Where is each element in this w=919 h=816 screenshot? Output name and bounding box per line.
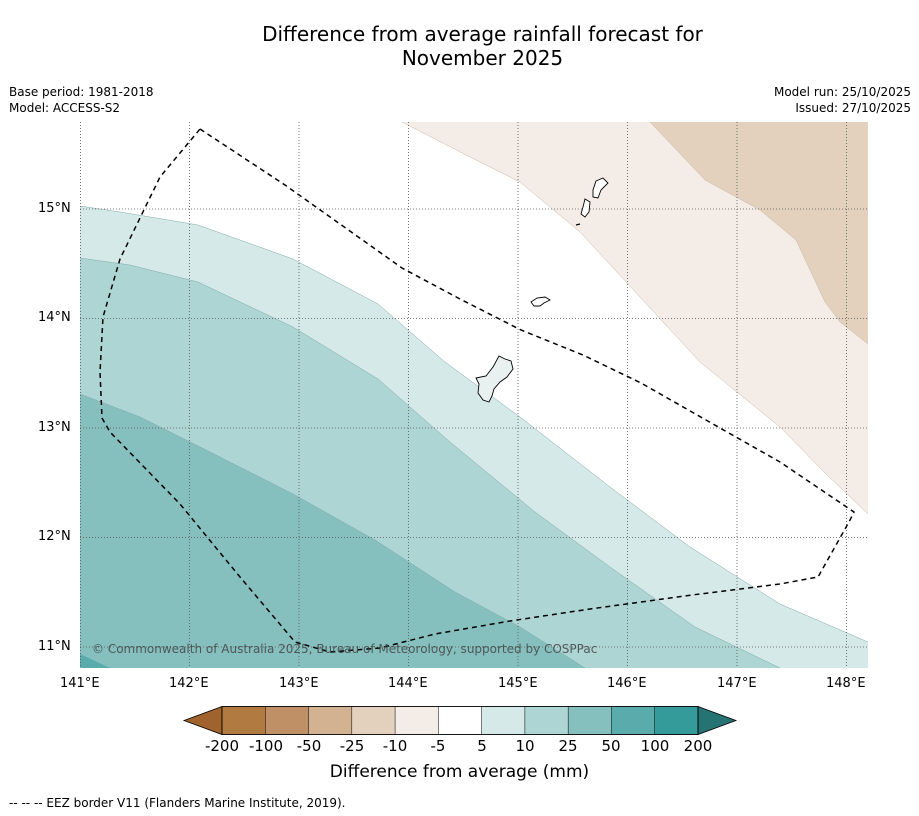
colorbar-cell (221, 706, 266, 735)
contour-edge-10 (80, 257, 781, 668)
map-canvas: © Commonwealth of Australia 2025, Bureau… (80, 122, 868, 668)
colorbar-tick-label: -50 (296, 737, 322, 755)
info-left: Base period: 1981-2018 Model: ACCESS-S2 (9, 84, 154, 116)
lon-tick-label: 147°E (717, 676, 757, 691)
contour-50-to-100 (80, 654, 110, 668)
copyright-text: © Commonwealth of Australia 2025, Bureau… (92, 642, 597, 656)
lon-tick-label: 144°E (388, 676, 428, 691)
colorbar-cell (438, 706, 483, 735)
lat-tick-label: 11°N (38, 639, 71, 654)
colorbar-tick-label: -200 (204, 737, 240, 755)
colorbar-unit-label: Difference from average (mm) (329, 762, 590, 782)
lat-tick-label: 15°N (38, 201, 71, 216)
longitude-gridlines (80, 122, 847, 668)
lon-tick-label: 141°E (60, 676, 100, 691)
colorbar-tick-label: 100 (640, 737, 670, 755)
contour-edge-5 (80, 205, 868, 643)
title-line-1: Difference from average rainfall forecas… (262, 22, 703, 46)
colorbar-tick-label: 25 (558, 737, 578, 755)
colorbar-tick-label: 5 (477, 737, 487, 755)
colorbar-cell (611, 706, 656, 735)
rota-island (530, 296, 551, 307)
map-title: Difference from average rainfall forecas… (0, 22, 919, 70)
colorbar-tick-label: -10 (382, 737, 408, 755)
colorbar-cell (481, 706, 526, 735)
lat-tick-label: 14°N (38, 310, 71, 325)
colorbar (182, 706, 738, 736)
lat-tick-label: 13°N (38, 420, 71, 435)
colorbar-extend-high (697, 706, 738, 736)
tinian-island (580, 198, 591, 218)
colorbar-cell (265, 706, 310, 735)
contour-edge-minus5 (401, 122, 868, 515)
contour-minus5-to-minus10 (402, 122, 868, 514)
colorbar-cell (654, 706, 699, 735)
aguijan-island (575, 223, 581, 226)
info-right: Model run: 25/10/2025 Issued: 27/10/2025 (774, 84, 911, 116)
colorbar-tick-label: -100 (248, 737, 284, 755)
colorbar-outline (221, 706, 699, 735)
colorbar-cell (308, 706, 353, 735)
latitude-gridlines (80, 208, 868, 648)
contour-edge-minus10 (649, 122, 868, 345)
eez-footnote: -- -- -- EEZ border V11 (Flanders Marine… (9, 796, 346, 810)
map-area: © Commonwealth of Australia 2025, Bureau… (80, 122, 868, 668)
colorbar-extend-low (182, 706, 223, 736)
issued-text: Issued: 27/10/2025 (795, 101, 911, 115)
model-text: Model: ACCESS-S2 (9, 101, 121, 115)
colorbar-tick-label: -25 (339, 737, 365, 755)
lon-tick-label: 146°E (607, 676, 647, 691)
saipan-island (592, 177, 609, 199)
title-line-2: November 2025 (401, 46, 564, 70)
lon-tick-label: 148°E (826, 676, 866, 691)
colorbar-cell (351, 706, 396, 735)
colorbar-tick-label: -5 (430, 737, 446, 755)
contour-minus10-to-minus25 (650, 122, 868, 344)
eez-border (99, 128, 855, 653)
lon-tick-label: 142°E (169, 676, 209, 691)
guam-island (475, 355, 514, 403)
lon-tick-label: 143°E (279, 676, 319, 691)
lat-tick-label: 12°N (38, 529, 71, 544)
colorbar-tick-label: 50 (601, 737, 621, 755)
colorbar-cell (524, 706, 569, 735)
contour-25-to-50 (80, 394, 585, 668)
model-run-text: Model run: 25/10/2025 (773, 85, 911, 99)
colorbar-cell (394, 706, 439, 735)
colorbar-tick-label: 200 (683, 737, 713, 755)
base-period-text: Base period: 1981-2018 (9, 85, 154, 99)
colorbar-tick-label: 10 (515, 737, 535, 755)
colorbar-cell (567, 706, 612, 735)
lon-tick-label: 145°E (498, 676, 538, 691)
